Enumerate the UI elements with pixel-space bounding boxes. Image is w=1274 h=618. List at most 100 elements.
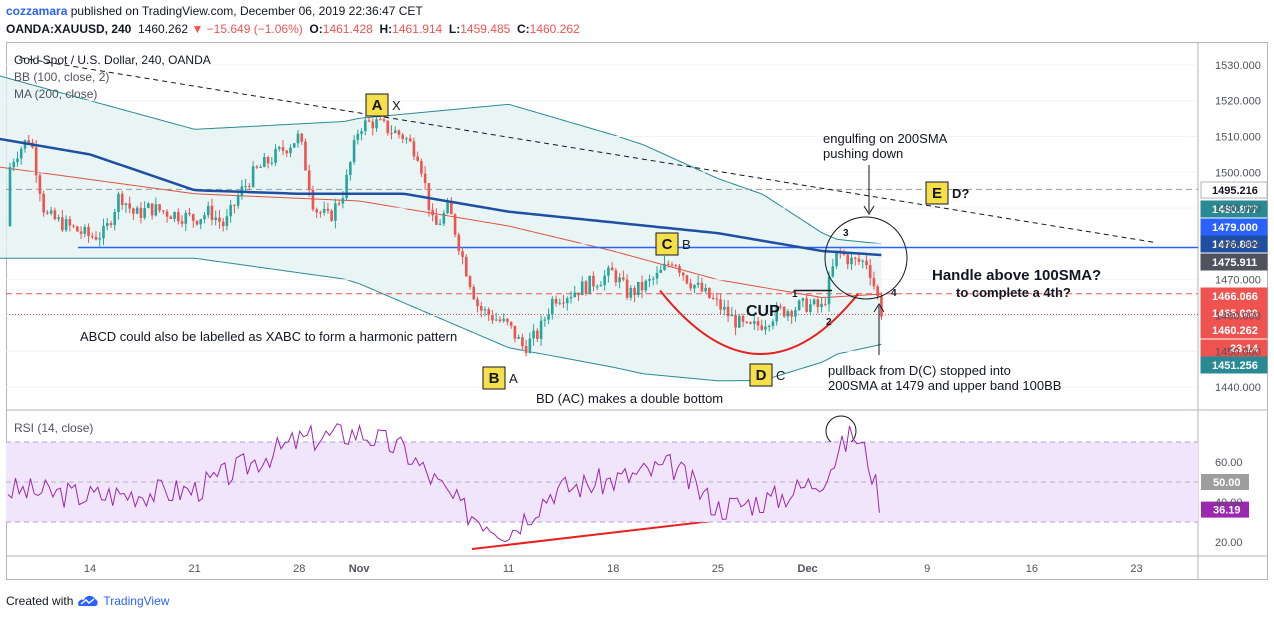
candle-body bbox=[180, 221, 184, 224]
low-label: L: bbox=[448, 22, 461, 36]
high-label: H: bbox=[379, 22, 393, 36]
candle-body bbox=[162, 210, 165, 212]
candle-body bbox=[835, 250, 838, 267]
price-tag-bg bbox=[1200, 181, 1268, 199]
candle-body bbox=[498, 319, 502, 322]
candle-body bbox=[420, 160, 423, 174]
candle-body bbox=[61, 217, 64, 231]
y-tick-label: 1470.000 bbox=[1215, 275, 1261, 287]
price-tag: 1475.911 bbox=[1200, 253, 1268, 271]
candle-body bbox=[49, 210, 53, 214]
price-tag: 1465.000 bbox=[1200, 304, 1268, 322]
candle-body bbox=[450, 202, 453, 215]
price-tag-bg bbox=[1200, 304, 1268, 322]
candle-body bbox=[573, 292, 577, 297]
pullback-note-1: pullback from D(C) stopped into bbox=[828, 363, 1011, 378]
price-tag-label: 1480.877 bbox=[1212, 204, 1258, 216]
engulfing-arrow-head bbox=[863, 205, 875, 215]
price-tag-bg bbox=[1200, 218, 1268, 236]
rsi-tag-bg bbox=[1201, 501, 1249, 518]
price-tag-bg bbox=[1200, 339, 1268, 357]
point-sublabel: X bbox=[392, 98, 401, 113]
candle-body bbox=[412, 141, 416, 157]
candle-body bbox=[786, 311, 790, 317]
price-tag-label: 1460.262 bbox=[1212, 325, 1258, 337]
candle-body bbox=[528, 338, 532, 354]
price-tag: 1479.000 bbox=[1200, 218, 1268, 236]
candle-body bbox=[255, 166, 259, 168]
candle-body bbox=[816, 299, 820, 308]
candle-body bbox=[610, 267, 614, 271]
candle-body bbox=[666, 263, 670, 265]
candle-body bbox=[8, 167, 12, 226]
candle-body bbox=[506, 318, 509, 322]
candle-body bbox=[225, 216, 229, 227]
candle-body bbox=[218, 217, 221, 222]
candle-body bbox=[393, 130, 397, 133]
point-sublabel: B bbox=[682, 237, 691, 252]
candle-body bbox=[349, 162, 352, 175]
candle-body bbox=[479, 306, 483, 311]
candle-body bbox=[685, 275, 689, 284]
author-name[interactable]: cozzamara bbox=[6, 4, 68, 18]
price-tag-label: 1479.000 bbox=[1212, 222, 1258, 234]
candle-body bbox=[655, 272, 659, 279]
created-with: Created with bbox=[6, 594, 74, 608]
candle-body bbox=[177, 212, 180, 222]
candle-body bbox=[203, 215, 206, 220]
candle-body bbox=[476, 299, 479, 307]
candle-body bbox=[760, 325, 764, 330]
candle-body bbox=[629, 287, 633, 298]
candle-body bbox=[558, 302, 562, 304]
rsi-tick-label: 60.00 bbox=[1215, 457, 1243, 469]
candle-body bbox=[580, 281, 584, 296]
candle-body bbox=[438, 223, 442, 225]
candle-body bbox=[494, 319, 498, 321]
candle-body bbox=[427, 183, 431, 210]
price-tag-bg bbox=[1200, 253, 1268, 271]
y-tick-label: 1450.000 bbox=[1215, 346, 1261, 358]
tradingview-link[interactable]: TradingView bbox=[103, 594, 170, 608]
grid bbox=[6, 42, 1268, 580]
engulfing-note-2: pushing down bbox=[823, 146, 903, 161]
point-letter: D bbox=[756, 367, 767, 384]
candle-body bbox=[670, 264, 674, 266]
candle-body bbox=[371, 121, 375, 129]
candle-body bbox=[117, 193, 120, 213]
candle-body bbox=[700, 282, 704, 292]
price-tag-bg bbox=[1200, 287, 1268, 305]
candle-body bbox=[289, 147, 292, 154]
x-tick-label: 11 bbox=[503, 563, 514, 575]
y-tick-label: 1500.000 bbox=[1215, 167, 1261, 179]
candle-body bbox=[367, 120, 371, 122]
candle-body bbox=[83, 226, 87, 234]
bd-note: BD (AC) makes a double bottom bbox=[536, 391, 723, 406]
candle-body bbox=[734, 314, 737, 328]
candle-body bbox=[188, 212, 191, 215]
tradingview-cloud-icon bbox=[78, 595, 99, 606]
candle-body bbox=[614, 270, 618, 283]
candle-body bbox=[12, 162, 16, 168]
candle-body bbox=[554, 298, 558, 304]
candle-body bbox=[539, 320, 543, 339]
candle-body bbox=[592, 275, 595, 287]
candle-body bbox=[68, 219, 72, 226]
candle-body bbox=[53, 210, 57, 220]
candle-body bbox=[79, 231, 83, 234]
candle-body bbox=[360, 131, 363, 134]
price-tag: 1466.066 bbox=[1200, 287, 1268, 305]
candle-body bbox=[300, 133, 304, 142]
candle-body bbox=[726, 306, 730, 317]
rsi-tag: 36.19 bbox=[1201, 501, 1249, 518]
last-price: 1460.262 bbox=[138, 22, 189, 36]
low-value: 1459.485 bbox=[460, 22, 511, 36]
price-tag: 23:14 bbox=[1200, 339, 1268, 357]
point-letter: A bbox=[372, 97, 383, 114]
candle-body bbox=[599, 285, 603, 287]
candle-body bbox=[794, 309, 797, 317]
candle-body bbox=[34, 147, 38, 176]
candle-body bbox=[820, 303, 823, 308]
candle-body bbox=[708, 287, 711, 298]
